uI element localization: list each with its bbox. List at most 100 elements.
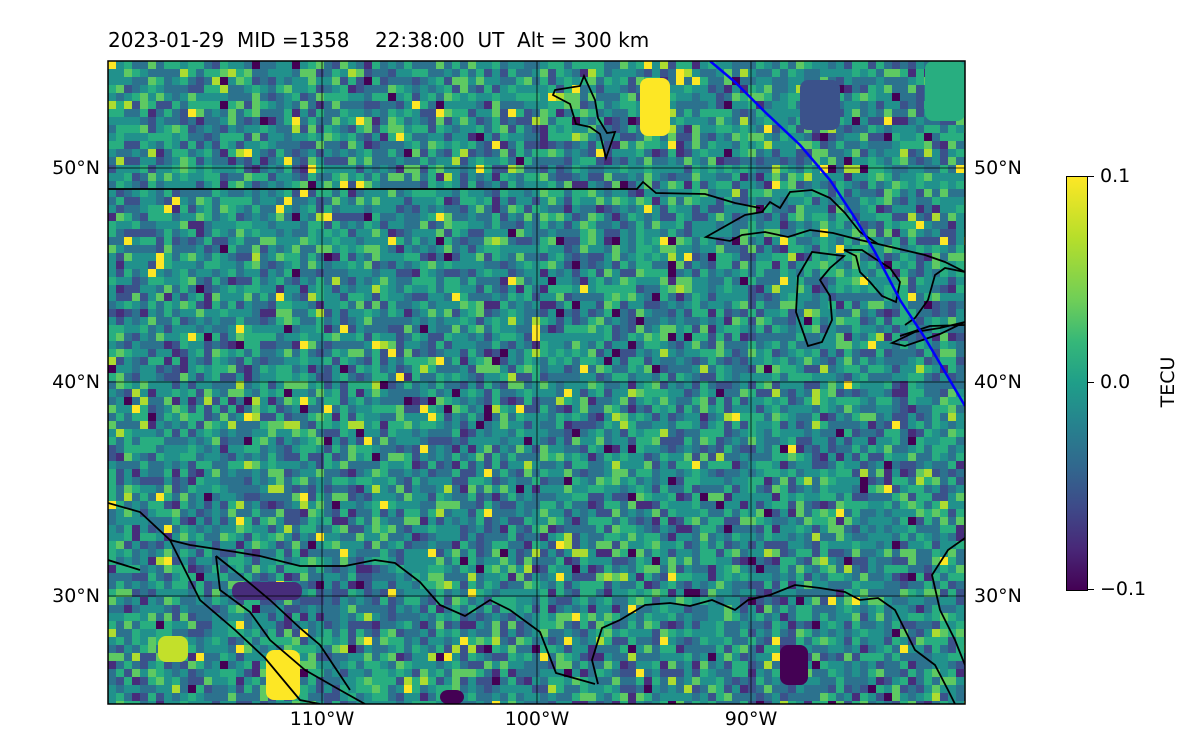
tec-cell — [124, 189, 132, 197]
tec-cell — [580, 125, 588, 133]
tec-cell — [300, 261, 308, 269]
tec-cell — [268, 389, 276, 397]
tec-cell — [500, 269, 508, 277]
tec-cell — [860, 189, 868, 197]
tec-cell — [588, 221, 596, 229]
tec-cell — [316, 253, 324, 261]
tec-cell — [364, 341, 372, 349]
tec-cell — [748, 357, 756, 365]
tec-cell — [308, 149, 316, 157]
tec-cell — [596, 277, 604, 285]
tec-cell — [116, 421, 124, 429]
tec-cell — [756, 101, 764, 109]
tec-cell — [620, 141, 628, 149]
tec-cell — [788, 293, 796, 301]
tec-cell — [388, 125, 396, 133]
tec-cell — [580, 245, 588, 253]
tec-cell — [956, 221, 964, 229]
tec-cell — [396, 341, 404, 349]
tec-cell — [652, 325, 660, 333]
tec-cell — [204, 141, 212, 149]
tec-cell — [820, 309, 828, 317]
tec-cell — [412, 157, 420, 165]
tec-cell — [860, 213, 868, 221]
tec-cell — [900, 133, 908, 141]
tec-cell — [604, 365, 612, 373]
tec-cell — [380, 261, 388, 269]
tec-cell — [756, 109, 764, 117]
tec-cell — [852, 293, 860, 301]
tec-cell — [124, 149, 132, 157]
tec-cell — [372, 253, 380, 261]
tec-cell — [956, 157, 964, 165]
tec-cell — [572, 341, 580, 349]
tec-cell — [356, 157, 364, 165]
tec-cell — [516, 261, 524, 269]
tec-cell — [908, 117, 916, 125]
tec-cell — [940, 389, 948, 397]
tec-cell — [852, 389, 860, 397]
tec-cell — [748, 333, 756, 341]
tec-cell — [940, 397, 948, 405]
tec-cell — [852, 277, 860, 285]
tec-cell — [852, 125, 860, 133]
tec-cell — [612, 197, 620, 205]
tec-cell — [116, 293, 124, 301]
tec-cell — [852, 189, 860, 197]
tec-cell — [620, 293, 628, 301]
tec-cell — [300, 245, 308, 253]
tec-cell — [836, 253, 844, 261]
tec-cell — [652, 237, 660, 245]
tec-cell — [780, 189, 788, 197]
tec-cell — [596, 301, 604, 309]
tec-cell — [396, 117, 404, 125]
tec-cell — [356, 317, 364, 325]
tec-cell — [348, 293, 356, 301]
tec-cell — [404, 221, 412, 229]
tec-cell — [812, 317, 820, 325]
tec-cell — [388, 93, 396, 101]
tec-cell — [236, 77, 244, 85]
tec-cell — [668, 93, 676, 101]
tec-cell — [684, 341, 692, 349]
tec-cell — [428, 205, 436, 213]
tec-cell — [364, 413, 372, 421]
tec-cell — [316, 165, 324, 173]
tec-cell — [372, 405, 380, 413]
tec-cell — [268, 413, 276, 421]
tec-cell — [340, 253, 348, 261]
tec-cell — [636, 165, 644, 173]
tec-cell — [596, 389, 604, 397]
tec-cell — [468, 165, 476, 173]
tec-cell — [700, 269, 708, 277]
tec-cell — [236, 309, 244, 317]
tec-cell — [220, 405, 228, 413]
tec-cell — [476, 189, 484, 197]
tec-cell — [892, 229, 900, 237]
tec-cell — [580, 381, 588, 389]
tec-cell — [268, 101, 276, 109]
tec-cell — [924, 317, 932, 325]
tec-cell — [436, 389, 444, 397]
tec-cell — [852, 333, 860, 341]
tec-cell — [468, 93, 476, 101]
tec-cell — [500, 349, 508, 357]
tec-cell — [172, 117, 180, 125]
tec-cell — [668, 77, 676, 85]
tec-cell — [404, 213, 412, 221]
tec-cell — [756, 213, 764, 221]
tec-cell — [532, 229, 540, 237]
tec-cell — [348, 373, 356, 381]
tec-cell — [556, 293, 564, 301]
tec-cell — [292, 333, 300, 341]
tec-cell — [772, 341, 780, 349]
tec-cell — [140, 309, 148, 317]
tec-cell — [548, 365, 556, 373]
tec-cell — [916, 261, 924, 269]
tec-cell — [148, 117, 156, 125]
tec-cell — [676, 229, 684, 237]
tec-cell — [604, 157, 612, 165]
tec-cell — [788, 181, 796, 189]
tec-cell — [716, 141, 724, 149]
tec-cell — [636, 269, 644, 277]
